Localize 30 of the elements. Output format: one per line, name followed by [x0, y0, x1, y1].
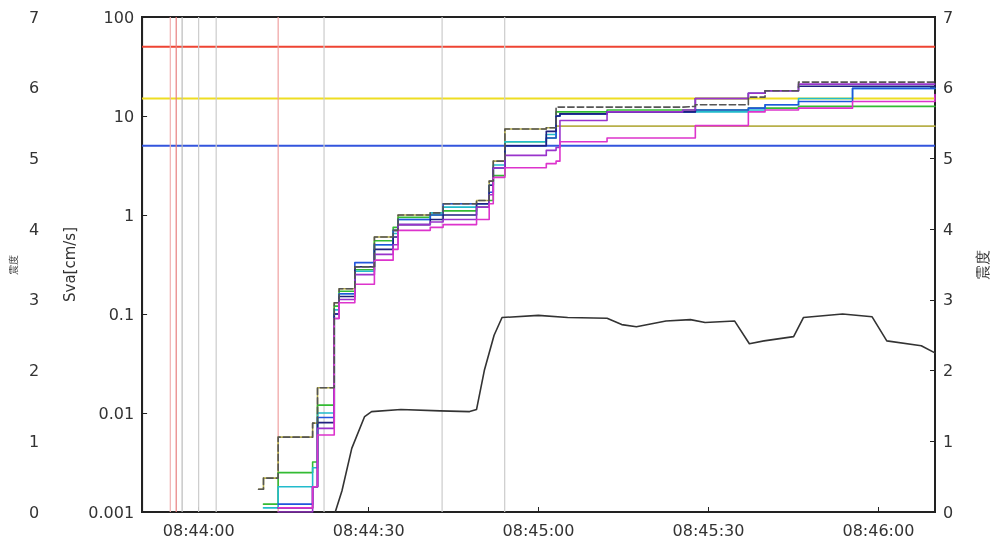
y2-tick-label: 3	[943, 290, 954, 310]
y3-tick-label: 0	[28, 502, 40, 522]
y2-tick-label: 7	[943, 7, 954, 27]
y-tick-label: 0.001	[88, 502, 135, 522]
y2-tick-label: 5	[943, 148, 954, 168]
x-tick-label: 08:45:00	[502, 520, 575, 540]
y3-tick-label: 5	[28, 148, 40, 168]
y-tick-label: 10	[113, 106, 135, 126]
y3-tick-label: 7	[28, 7, 40, 27]
y2-axis-title: 震度	[973, 249, 992, 280]
y2-tick-label: 6	[943, 78, 954, 98]
y2-tick-label: 0	[943, 502, 954, 522]
y3-tick-label: 6	[28, 78, 40, 98]
y3-tick-label: 2	[28, 361, 40, 381]
y-tick-label: 1	[123, 205, 135, 225]
y3-tick-label: 1	[28, 431, 40, 451]
y2-tick-label: 1	[943, 431, 954, 451]
y3-tick-label: 4	[28, 219, 40, 239]
y-tick-label: 0.1	[108, 304, 135, 324]
x-tick-label: 08:44:30	[332, 520, 405, 540]
x-tick-label: 08:44:00	[162, 520, 235, 540]
x-tick-label: 08:45:30	[672, 520, 745, 540]
x-tick-label: 08:46:00	[842, 520, 915, 540]
y-tick-label: 0.01	[98, 403, 135, 423]
y2-tick-label: 4	[943, 219, 954, 239]
y3-tick-label: 3	[28, 290, 40, 310]
y-axis-title: Sva[cm/s]	[60, 226, 79, 303]
y-tick-label: 100	[103, 7, 135, 27]
y2-tick-label: 2	[943, 361, 954, 381]
y3-axis-title: 震度	[7, 254, 19, 275]
